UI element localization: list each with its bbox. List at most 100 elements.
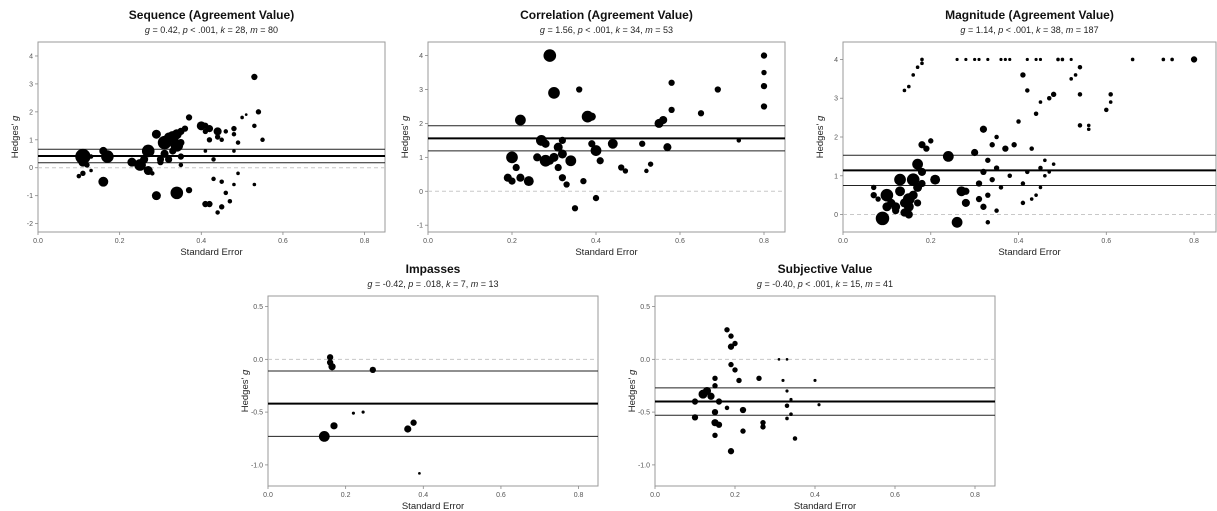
chart-svg: Correlation (Agreement Value) g = 1.56, p…	[400, 8, 786, 258]
y-tick-label: -1	[27, 193, 33, 200]
data-point	[565, 155, 577, 167]
x-tick-label: 0.0	[263, 492, 273, 499]
y-tick-label: 2	[29, 109, 33, 116]
data-point	[789, 397, 793, 402]
data-point	[592, 194, 600, 202]
data-point	[712, 432, 718, 439]
y-tick-label: 4	[29, 53, 33, 60]
data-point	[576, 86, 583, 93]
data-point	[740, 428, 746, 434]
data-point	[244, 113, 248, 116]
x-tick-label: 0.2	[507, 238, 517, 245]
data-point	[1069, 57, 1073, 62]
data-point	[177, 153, 185, 160]
data-point	[235, 140, 241, 145]
data-point	[1073, 73, 1078, 77]
data-point	[361, 410, 365, 414]
data-point	[907, 84, 911, 89]
data-point	[404, 425, 412, 433]
x-tick-label: 0.6	[675, 238, 685, 245]
data-point	[127, 157, 137, 167]
data-point	[727, 448, 735, 455]
data-point	[231, 125, 237, 132]
data-point	[76, 173, 82, 179]
data-point	[219, 137, 224, 143]
y-tick-label: 0.0	[253, 357, 263, 364]
data-point	[523, 176, 534, 187]
data-point	[1043, 158, 1047, 163]
chart-title: Impasses	[406, 262, 461, 276]
data-point	[980, 168, 987, 176]
data-point	[727, 343, 735, 350]
y-tick-label: 3	[29, 81, 33, 88]
data-point	[211, 176, 216, 182]
data-point	[923, 145, 930, 152]
data-point	[141, 144, 155, 158]
data-point	[202, 128, 209, 135]
data-point	[975, 195, 983, 203]
data-point	[724, 405, 730, 411]
data-point	[223, 129, 229, 134]
data-point	[252, 123, 257, 129]
data-point	[785, 357, 789, 361]
data-point	[231, 131, 237, 137]
data-point	[543, 49, 557, 62]
data-point	[206, 200, 213, 208]
data-point	[906, 173, 920, 186]
y-tick-label: 4	[834, 57, 838, 64]
data-points	[691, 327, 821, 455]
data-point	[902, 88, 907, 93]
data-point	[101, 150, 114, 163]
data-point	[989, 142, 995, 148]
data-point	[961, 198, 970, 207]
data-point	[870, 192, 877, 199]
data-point	[223, 190, 229, 196]
data-point	[178, 162, 184, 168]
data-point	[760, 52, 768, 59]
y-tick-label: 0.0	[640, 357, 650, 364]
data-point	[691, 414, 699, 421]
data-point	[157, 158, 164, 166]
data-point	[232, 149, 236, 153]
y-tick-label: -0.5	[251, 410, 263, 417]
data-point	[955, 57, 959, 62]
y-tick-label: 1	[29, 137, 33, 144]
data-point	[918, 141, 926, 149]
x-tick-label: 0.0	[650, 492, 660, 499]
data-point	[553, 142, 563, 152]
data-point	[668, 106, 675, 114]
x-axis-label: Standard Error	[575, 247, 637, 258]
data-point	[418, 471, 421, 475]
data-point	[994, 208, 999, 213]
data-point	[236, 171, 240, 176]
x-tick-label: 0.6	[890, 492, 900, 499]
data-point	[232, 182, 236, 187]
data-point	[206, 137, 213, 143]
x-tick-label: 0.6	[278, 238, 288, 245]
x-tick-label: 0.0	[838, 238, 848, 245]
data-point	[211, 157, 216, 162]
data-point	[1038, 100, 1043, 104]
x-tick-label: 0.8	[574, 492, 584, 499]
data-point	[989, 176, 995, 183]
data-point	[928, 138, 934, 144]
chart-svg: Impasses g = -0.42, p = .018, k = 7, m = …	[240, 262, 599, 511]
data-point	[908, 190, 918, 200]
data-point	[260, 137, 265, 143]
data-point	[563, 181, 570, 188]
y-tick-label: 1	[834, 173, 838, 180]
data-point	[84, 162, 90, 168]
data-point	[1130, 57, 1135, 62]
funnel-plot-impasses: Impasses g = -0.42, p = .018, k = 7, m = …	[228, 258, 613, 511]
data-point	[1003, 57, 1007, 62]
y-tick-label: 3	[419, 87, 423, 94]
chart-svg: Subjective Value g = -0.40, p < .001, k =…	[627, 262, 996, 511]
data-point	[711, 408, 719, 416]
data-point	[252, 182, 257, 187]
x-tick-label: 0.4	[591, 238, 601, 245]
x-tick-label: 0.4	[810, 492, 820, 499]
data-point	[590, 145, 602, 156]
data-point	[728, 333, 734, 339]
data-point	[724, 327, 730, 333]
data-point	[971, 148, 979, 157]
